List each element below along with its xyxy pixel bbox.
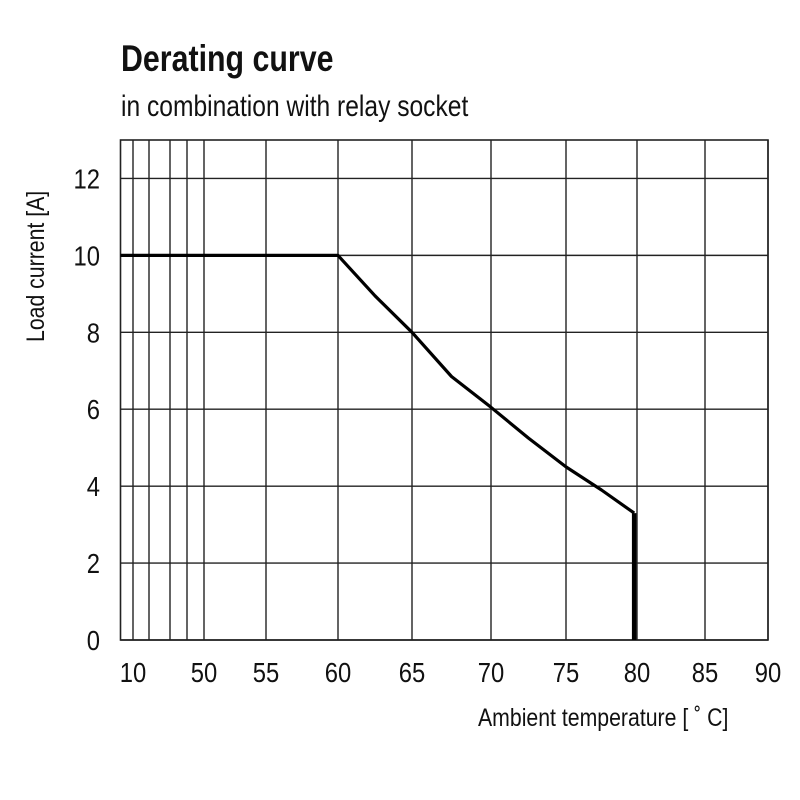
chart-subtitle: in combination with relay socket [121,90,469,123]
x-axis-label: Ambient temperature [ ˚ C] [478,704,729,732]
y-tick-label: 2 [87,547,100,579]
y-tick-label: 8 [87,316,100,348]
plot-frame [119,139,769,641]
x-tick-label: 70 [478,656,504,688]
y-tick-label: 4 [87,470,100,502]
y-tick-label: 6 [87,393,100,425]
x-tick-label: 85 [692,656,718,688]
x-tick-label: 75 [553,656,579,688]
y-tick-label: 0 [87,624,100,656]
derating-curve-line [120,253,636,515]
x-tick-label: 10 [120,656,146,688]
y-tick-label: 12 [74,163,100,195]
chart-title: Derating curve [121,38,334,79]
y-tick-label: 10 [74,240,100,272]
x-tick-label: 50 [191,656,217,688]
x-tick-label: 55 [253,656,279,688]
x-tick-label: 60 [325,656,351,688]
x-tick-label: 90 [755,656,781,688]
x-tick-label: 80 [624,656,650,688]
x-tick-label: 65 [399,656,425,688]
